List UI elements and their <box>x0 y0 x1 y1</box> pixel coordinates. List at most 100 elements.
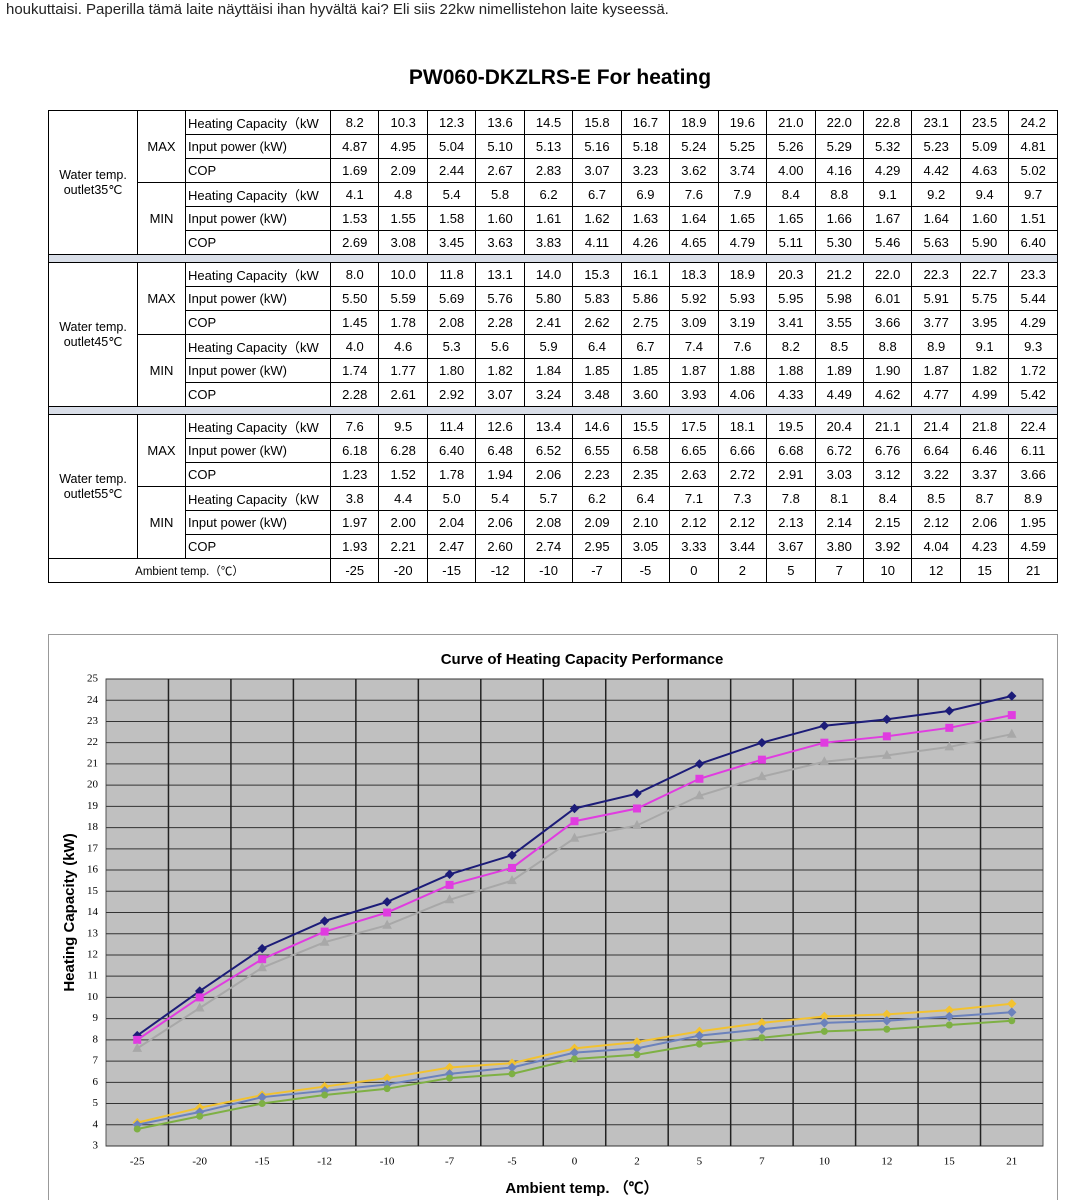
y-axis-title: Heating Capacity (kW) <box>61 833 78 991</box>
cell: 4.0 <box>329 334 380 359</box>
cell: 2.74 <box>523 534 574 559</box>
marker <box>1008 1017 1016 1025</box>
cell: 5.6 <box>475 334 525 359</box>
cell: 1.63 <box>620 206 671 231</box>
cell: 2.92 <box>426 382 477 407</box>
cell: 14.0 <box>523 262 574 287</box>
y-tick-label: 17 <box>87 842 99 854</box>
marker <box>881 749 892 759</box>
cell: 5.76 <box>475 286 525 311</box>
y-tick-label: 12 <box>87 948 98 960</box>
marker <box>694 759 705 769</box>
cell: 2.06 <box>475 510 525 535</box>
cell: 3.41 <box>766 310 816 335</box>
footer-label: Ambient temp.（℃） <box>48 558 331 583</box>
cell: 6.4 <box>620 486 671 511</box>
marker <box>758 1034 766 1042</box>
row-label: COP <box>185 382 331 407</box>
row-label: Input power (kW) <box>185 510 331 535</box>
cell: 2.06 <box>523 462 574 487</box>
cell: 22.8 <box>862 110 913 135</box>
marker <box>882 1016 892 1026</box>
row-label: COP <box>185 158 331 183</box>
marker <box>382 897 392 907</box>
cell: 8.9 <box>1008 486 1058 511</box>
cell: 6.58 <box>620 438 671 463</box>
cell: 1.85 <box>620 358 671 383</box>
cell: 5.75 <box>959 286 1010 311</box>
cell: 15.5 <box>620 414 671 439</box>
cell: 4.11 <box>572 230 622 255</box>
cell: 3.07 <box>475 382 525 407</box>
cell: 9.7 <box>1008 182 1058 207</box>
row-label: Heating Capacity（kW <box>185 110 331 135</box>
cell: 1.53 <box>329 206 380 231</box>
marker <box>819 1018 830 1028</box>
marker <box>695 1040 703 1048</box>
row-label: Input power (kW) <box>185 134 331 159</box>
cell: 2.72 <box>717 462 768 487</box>
footer-cell: 15 <box>959 558 1010 583</box>
cell: 3.08 <box>378 230 428 255</box>
cell: 14.5 <box>523 110 574 135</box>
row-label: COP <box>185 230 331 255</box>
cell: 3.92 <box>862 534 913 559</box>
cell: 9.3 <box>1008 334 1058 359</box>
cell: 2.63 <box>669 462 719 487</box>
cell: 5.93 <box>717 286 768 311</box>
cell: 5.11 <box>766 230 816 255</box>
cell: 22.3 <box>911 262 961 287</box>
cell: 1.58 <box>426 206 477 231</box>
marker <box>694 790 705 800</box>
cell: 6.76 <box>862 438 913 463</box>
marker <box>632 804 641 813</box>
cell: 1.45 <box>329 310 380 335</box>
cell: 3.66 <box>862 310 913 335</box>
marker <box>757 771 767 781</box>
marker <box>508 863 517 872</box>
cell: 1.65 <box>717 206 768 231</box>
cell: 14.6 <box>572 414 622 439</box>
marker <box>321 1091 329 1099</box>
cell: 1.94 <box>475 462 525 487</box>
cell: 5.04 <box>426 134 477 159</box>
cell: 4.00 <box>766 158 816 183</box>
cell: 3.44 <box>717 534 768 559</box>
cell: 3.67 <box>766 534 816 559</box>
cell: 18.1 <box>717 414 768 439</box>
cell: 6.2 <box>572 486 622 511</box>
marker <box>132 1042 143 1052</box>
marker <box>944 706 955 716</box>
y-tick-label: 8 <box>93 1033 99 1045</box>
cell: 4.1 <box>329 182 380 207</box>
cell: 4.33 <box>766 382 816 407</box>
cell: 5.09 <box>959 134 1010 159</box>
cell: 18.3 <box>669 262 719 287</box>
cell: 21.1 <box>862 414 913 439</box>
row-label: Input power (kW) <box>185 438 331 463</box>
y-tick-label: 4 <box>93 1118 99 1130</box>
cell: 5.42 <box>1008 382 1058 407</box>
row-label: Input power (kW) <box>185 358 331 383</box>
cell: 3.93 <box>669 382 719 407</box>
marker <box>507 875 517 885</box>
cell: 19.5 <box>766 414 816 439</box>
cell: 1.84 <box>523 358 574 383</box>
marker <box>820 738 829 747</box>
footer-cell: 2 <box>717 558 768 583</box>
marker <box>1006 728 1017 738</box>
marker <box>258 955 267 964</box>
cell: 22.0 <box>814 110 864 135</box>
cell: 5.92 <box>669 286 719 311</box>
cell: 8.7 <box>959 486 1010 511</box>
cell: 6.68 <box>766 438 816 463</box>
footer-cell: -10 <box>523 558 574 583</box>
marker <box>945 723 954 732</box>
cell: 2.75 <box>620 310 671 335</box>
cell: 1.87 <box>911 358 961 383</box>
group-label: Water temp. outlet35℃ <box>48 110 138 255</box>
cell: 1.82 <box>959 358 1010 383</box>
cell: 3.80 <box>814 534 864 559</box>
cell: 21.8 <box>959 414 1010 439</box>
cell: 1.72 <box>1008 358 1058 383</box>
